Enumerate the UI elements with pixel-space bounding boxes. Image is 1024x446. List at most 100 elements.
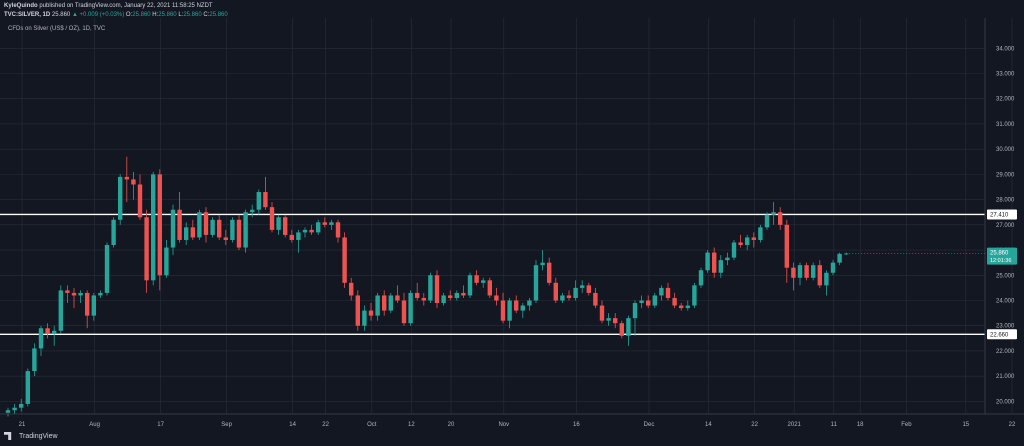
current-price-label: 25.860 — [990, 251, 1009, 257]
candle-body — [276, 217, 281, 230]
candle-body — [157, 174, 162, 276]
candle-body — [302, 229, 308, 233]
ohlc-high: 25.860 — [158, 12, 177, 18]
candle-body — [421, 297, 426, 301]
time-tick-label: Feb — [901, 422, 912, 428]
level-badge-label: 27.410 — [990, 213, 1009, 219]
price-axis[interactable]: 20.00021.00022.00023.00024.00025.00026.0… — [996, 46, 1015, 405]
candle-body — [131, 179, 136, 185]
candles — [5, 156, 849, 417]
candle-body — [335, 222, 341, 238]
candle-body — [500, 300, 506, 321]
candle-body — [593, 292, 598, 306]
candle-body — [784, 224, 789, 268]
price-tick-label: 24.000 — [996, 298, 1015, 304]
time-tick-label: 14 — [289, 422, 296, 428]
candle-body — [25, 371, 30, 404]
candle-body — [388, 295, 393, 311]
time-tick-label: 20 — [448, 422, 455, 428]
time-tick-label: 22 — [1009, 422, 1016, 428]
candle-body — [329, 222, 334, 225]
candle-body — [844, 253, 849, 255]
author-name[interactable]: KyleQuindo — [4, 3, 38, 9]
candle-body — [177, 209, 182, 240]
chart-header: KyleQuindo published on TradingView.com,… — [4, 2, 228, 20]
time-tick-label: 17 — [157, 422, 164, 428]
candle-body — [256, 192, 261, 210]
current-price-badge — [987, 247, 1017, 265]
candle-body — [316, 222, 321, 233]
candle-body — [712, 252, 717, 273]
candle-body — [507, 300, 512, 321]
candle-body — [646, 300, 651, 306]
candle-body — [85, 292, 90, 316]
price-tick-label: 31.000 — [996, 122, 1015, 128]
candle-body — [441, 295, 446, 304]
candle-body — [474, 275, 479, 283]
ohlc-low: 25.860 — [183, 12, 202, 18]
candle-body — [613, 318, 618, 324]
candle-body — [236, 219, 242, 248]
time-tick-label: 2021 — [788, 422, 802, 428]
candle-body — [494, 295, 499, 301]
candle-body — [144, 217, 149, 281]
candle-body — [824, 272, 829, 286]
candle-body — [745, 237, 750, 246]
candle-body — [190, 227, 195, 238]
candle-body — [111, 219, 116, 246]
candle-body — [540, 262, 545, 266]
candle-body — [118, 176, 123, 220]
time-tick-label: 14 — [705, 422, 712, 428]
ohlc-high-label: H: — [152, 12, 159, 18]
candle-body — [124, 176, 129, 180]
horizontal-levels[interactable] — [0, 213, 985, 335]
candle-body — [65, 290, 70, 293]
ohlc-open: 25.860 — [132, 12, 151, 18]
candle-body — [91, 295, 96, 316]
candle-body — [738, 242, 743, 246]
candle-body — [639, 300, 644, 304]
ohlc-close-label: C: — [203, 12, 210, 18]
candle-body — [263, 192, 268, 208]
price-tick-label: 23.000 — [996, 324, 1015, 330]
candle-body — [718, 260, 723, 273]
candle-body — [778, 212, 783, 225]
candle-body — [454, 292, 459, 298]
time-tick-label: 15 — [962, 422, 969, 428]
candle-body — [52, 330, 57, 334]
time-tick-label: 16 — [573, 422, 580, 428]
candle-body — [764, 214, 770, 228]
candle-body — [375, 295, 380, 316]
price-tick-label: 29.000 — [996, 172, 1015, 178]
time-axis[interactable]: 21 Aug 17 Sep 14 22 Oct 12 20 Nov 16 Dec 14 22 2021 11 1… — [19, 422, 1016, 428]
candle-body — [672, 297, 677, 306]
candle-body — [98, 292, 103, 296]
candle-body — [38, 328, 44, 349]
candle-body — [104, 245, 110, 293]
ohlc-close: 25.860 — [209, 12, 228, 18]
candle-body — [283, 217, 288, 235]
time-tick-label: Nov — [498, 422, 509, 428]
candle-body — [830, 262, 836, 273]
candle-body — [401, 300, 407, 324]
candle-body — [837, 253, 842, 263]
candle-body — [428, 275, 433, 301]
price-tick-label: 25.000 — [996, 273, 1015, 279]
tradingview-logo[interactable]: TradingView — [4, 432, 58, 440]
candle-body — [415, 292, 420, 298]
candle-body — [514, 300, 519, 311]
candle-body — [725, 257, 730, 261]
candle-body — [685, 305, 690, 309]
candle-body — [322, 222, 327, 225]
candle-body — [586, 285, 591, 293]
candle-body — [771, 212, 776, 215]
level-badge — [987, 329, 1017, 340]
price-tick-label: 34.000 — [996, 46, 1015, 52]
time-tick-label: 12 — [408, 422, 415, 428]
candle-body — [659, 287, 664, 296]
candle-body — [58, 290, 63, 331]
price-tick-label: 33.000 — [996, 71, 1015, 77]
candle-body — [32, 348, 37, 372]
candle-body — [395, 295, 400, 301]
